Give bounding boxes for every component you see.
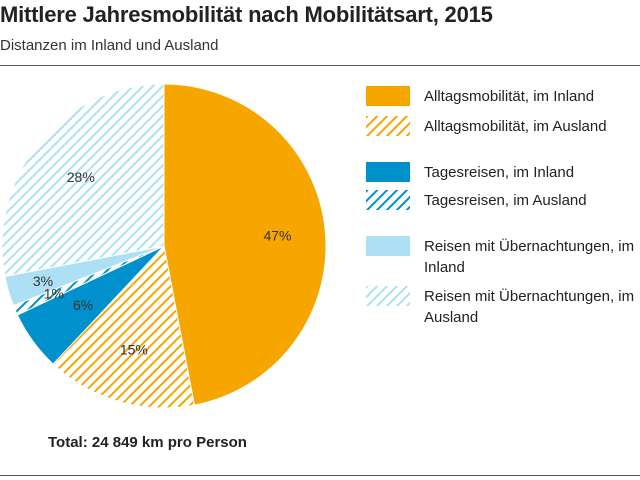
legend-swatch-2 (366, 116, 410, 136)
pie-slice-1 (163, 83, 327, 406)
legend-label-1: Alltagsmobilität, im Inland (424, 88, 595, 105)
legend-item-1: Alltagsmobilität, im Inland (366, 86, 639, 107)
total-note: Total: 24 849 km pro Person (48, 434, 247, 451)
legend-item-2: Alltagsmobilität, im Ausland (366, 116, 639, 137)
legend-label-5: Reisen mit Übernachtungen, im Inland (424, 238, 635, 276)
pie-slice-6 (1, 83, 165, 277)
slice-label-3: 6% (73, 297, 93, 313)
slice-label-2: 15% (120, 342, 148, 358)
legend-item-3: Tagesreisen, im Inland (366, 162, 639, 183)
legend-swatch-6 (366, 286, 410, 306)
legend-swatch-4 (366, 190, 410, 210)
chart-subtitle: Distanzen im Inland und Ausland (0, 37, 219, 54)
legend-label-3: Tagesreisen, im Inland (424, 164, 575, 181)
legend-label-2: Alltagsmobilität, im Ausland (424, 118, 607, 135)
top-divider (0, 65, 640, 66)
legend-label-6: Reisen mit Übernachtungen, im Ausland (424, 288, 635, 326)
legend-item-5: Reisen mit Übernachtungen, im Inland (366, 236, 639, 278)
slice-label-6: 28% (67, 169, 95, 185)
legend-label-4: Tagesreisen, im Ausland (424, 192, 587, 209)
slice-label-5: 3% (33, 273, 53, 289)
bottom-divider (0, 475, 640, 476)
pie-slice-2 (52, 244, 195, 409)
slice-label-1: 47% (263, 227, 291, 243)
chart-title: Mittlere Jahresmobilität nach Mobilitäts… (0, 2, 493, 27)
slice-label-4: 1% (44, 286, 64, 302)
legend-item-4: Tagesreisen, im Ausland (366, 190, 639, 211)
legend-swatch-3 (366, 162, 410, 182)
legend-item-6: Reisen mit Übernachtungen, im Ausland (366, 286, 639, 328)
legend-swatch-5 (366, 236, 410, 256)
legend-swatch-1 (366, 86, 410, 106)
